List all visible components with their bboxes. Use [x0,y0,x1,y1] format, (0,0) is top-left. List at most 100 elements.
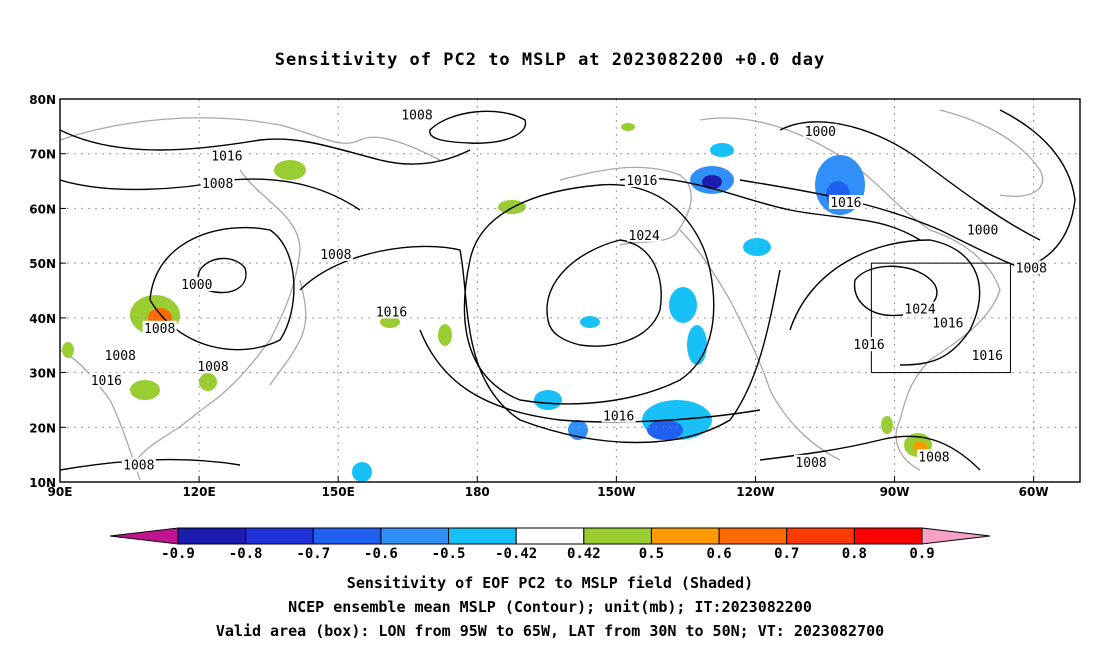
colorbar-label: -0.8 [229,546,263,562]
contour-1016-pacific [463,183,715,405]
coastline-asia [60,117,441,481]
y-tick-label: 10N [29,476,56,490]
validity-box [870,262,1011,374]
coastline-north-america [699,117,1001,471]
x-tick-label: 150W [597,485,635,499]
caption-shaded: Sensitivity of EOF PC2 to MSLP field (Sh… [346,574,754,592]
y-tick-label: 70N [29,148,56,162]
colorbar-segment [380,527,450,545]
contour-label: 1016 [853,338,884,353]
contour-1016-north-america [619,177,921,241]
chart-title: Sensitivity of PC2 to MSLP at 2023082200… [274,50,826,70]
contour-label: 1000 [967,223,998,238]
contour-label-bg [179,277,214,292]
shade-green [380,316,400,328]
colorbar-label: 0.42 [567,546,601,562]
sensitivity-shading [62,123,932,482]
shade-cyan [352,462,372,482]
shade-green [62,342,74,358]
shade-green [130,380,160,400]
shade-green [438,324,452,346]
shade-cyan [669,287,697,323]
shade-green [498,200,526,214]
contour-1008-south [60,435,981,471]
contour-label-bg [103,348,138,363]
shade-green [881,416,893,434]
colorbar-segment [448,527,517,545]
colorbar-segment [515,527,585,545]
x-tick-label: 90E [48,485,73,499]
contour-label: 1024 [629,229,660,244]
contour-label-bg [803,123,838,138]
shade-green [621,123,635,131]
contour-label-bg [930,315,965,330]
coastlines [60,109,1044,481]
colorbar-segment [177,527,247,545]
y-tick-label: 40N [29,312,56,326]
contour-label-bg [374,304,409,319]
contour-label: 1008 [795,456,826,471]
contour-1016-siberia [60,129,471,165]
x-tick-label: 90W [880,485,910,499]
shade-cyan [580,316,600,328]
x-tick-label: 60W [1019,485,1049,499]
colorbar-segment [921,527,991,545]
contour-label: 1016 [91,374,122,389]
contour-label-bg [624,173,659,188]
colorbar-label: 0.9 [909,546,934,562]
x-tick-label: 150E [322,485,355,499]
colorbar-segment [312,527,382,545]
colorbar-segment [786,527,855,545]
contour-1008-pacific [299,245,781,444]
contour-label-bg [200,175,235,190]
contour-label-bg [601,408,636,423]
colorbar-label: -0.42 [495,546,537,562]
contour-1000-canada [779,121,1041,241]
contour-label-bg [903,301,938,316]
contour-1008-arctic [429,110,527,144]
colorbar: -0.9 -0.8 -0.7 -0.6 -0.5 -0.42 0.42 0.5 0.6 0.7 0.… [109,527,991,562]
contour-label: 1016 [211,149,242,164]
contour-label: 1008 [320,248,351,263]
contour-label-bg [794,454,829,469]
shade-green [199,373,217,391]
contour-label: 1008 [401,108,432,123]
shade-cyan [687,325,707,365]
colorbar-segment [583,527,652,545]
contour-label: 1000 [805,125,836,140]
shade-green [274,160,306,180]
colorbar-label: -0.5 [432,546,466,562]
contour-1008-canada [739,179,1041,276]
colorbar-label: 0.8 [842,546,867,562]
contour-label-bg [627,227,662,242]
colorbar-segment [718,527,788,545]
colorbar-label: -0.7 [296,546,330,562]
contour-label-bg [1014,260,1049,275]
contour-label-bg [965,222,1000,237]
contour-label: 1008 [144,322,175,337]
shade-cyan [710,143,734,157]
contour-north-atlantic [999,109,1076,271]
contour-1016-us [789,239,981,366]
x-tick-label: 120W [736,485,774,499]
contour-label-bg [970,348,1005,363]
caption-valid-area: Valid area (box): LON from 95W to 65W, L… [215,622,885,640]
colorbar-segment [853,527,923,545]
contour-label-bg [828,194,863,209]
contour-label: 1008 [1016,262,1047,277]
map-frame [59,98,1081,483]
contour-label: 1008 [123,459,154,474]
contour-label: 1008 [202,177,233,192]
contour-label: 1016 [932,316,963,331]
colorbar-segment [109,527,179,545]
contour-label: 1008 [105,349,136,364]
shade-blue [647,420,683,440]
contour-label: 1016 [626,174,657,189]
y-tick-label: 20N [29,421,56,435]
colorbar-label: 0.5 [639,546,664,562]
contour-label: 1024 [904,303,935,318]
colorbar-label: 0.7 [774,546,799,562]
contour-label-bg [196,359,230,374]
contour-label-bg [209,148,244,163]
